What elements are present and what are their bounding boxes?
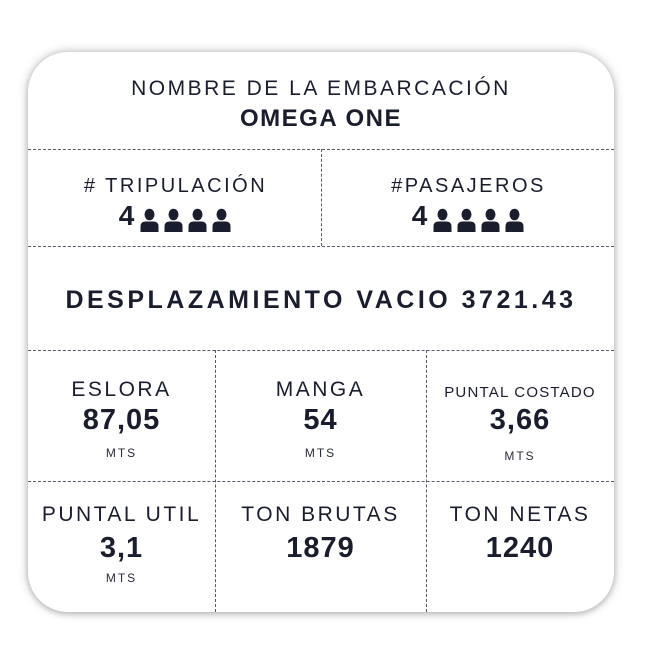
displacement-text: DESPLAZAMIENTO VACIO 3721.43 [65,286,577,314]
divider [28,246,614,247]
spec-value-manga: 54 [303,404,338,436]
person-icon [433,208,452,232]
spec-label-eslora: ESLORA [71,378,172,401]
spec-value-ton-netas: 1240 [485,532,555,564]
crew-count: 4 [28,200,323,232]
spec-label-puntal-util: PUNTAL UTIL [41,503,202,526]
person-icon [505,208,524,232]
passengers-people-icons [432,208,525,232]
spec-unit-puntal-costado: MTS [504,449,536,463]
person-icon [457,208,476,232]
person-icon [481,208,500,232]
divider [28,350,614,351]
passengers-count-value: 4 [411,200,429,231]
crew-people-icons [139,208,232,232]
spec-label-ton-netas: TON NETAS [449,503,591,526]
spec-unit-eslora: MTS [105,446,138,460]
spec-label-puntal-costado: PUNTAL COSTADO [444,384,596,401]
person-icon [188,208,207,232]
spec-label-ton-brutas: TON BRUTAS [241,503,400,526]
divider [321,149,322,246]
vessel-name-value: OMEGA ONE [240,105,402,132]
spec-label-manga: MANGA [275,378,366,401]
passengers-count: 4 [323,200,614,232]
spec-value-puntal-costado: 3,66 [489,404,551,436]
vessel-name-label: NOMBRE DE LA EMBARCACIÓN [131,77,511,100]
spec-value-ton-brutas: 1879 [286,532,355,564]
spec-unit-puntal-util: MTS [105,571,138,585]
person-icon [140,208,159,232]
divider [28,481,614,482]
vessel-spec-card: NOMBRE DE LA EMBARCACIÓN OMEGA ONE # TRI… [28,52,614,612]
person-icon [212,208,231,232]
crew-label: # TRIPULACIÓN [83,175,268,197]
spec-value-puntal-util: 3,1 [99,532,144,564]
spec-unit-manga: MTS [304,446,337,460]
spec-value-eslora: 87,05 [82,404,161,436]
person-icon [164,208,183,232]
passengers-label: #PASAJEROS [391,175,546,197]
crew-count-value: 4 [118,200,136,231]
